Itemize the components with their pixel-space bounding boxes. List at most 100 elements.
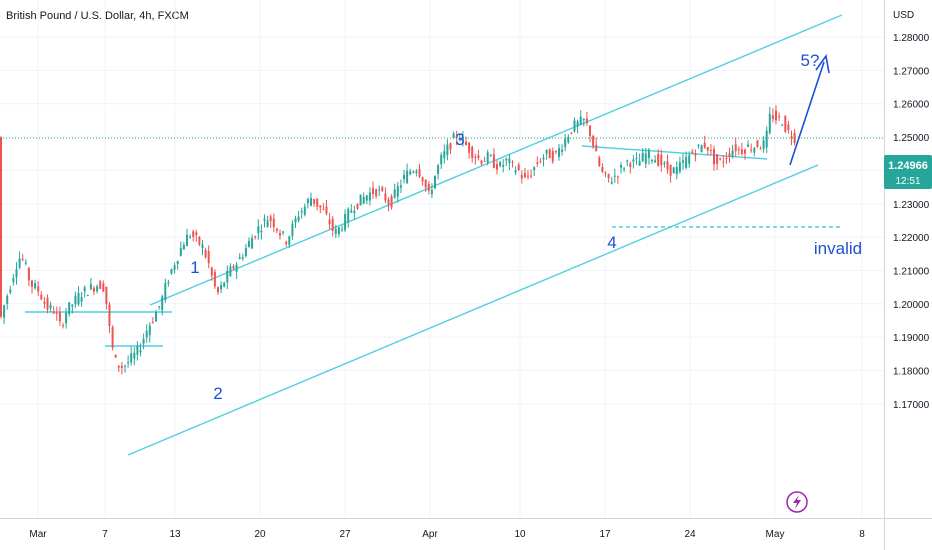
candle-body (204, 249, 207, 258)
candle-body (443, 151, 446, 159)
candle-body (337, 227, 340, 235)
candle-body (657, 154, 660, 166)
wave-label: 3 (455, 130, 464, 149)
candle-body (551, 151, 554, 162)
candle-body (52, 311, 55, 314)
candle-body (716, 154, 719, 164)
event-marker[interactable] (786, 491, 808, 513)
candle-body (403, 175, 405, 179)
candle-body (372, 187, 374, 195)
candle-body (663, 162, 666, 164)
candle-body (74, 295, 77, 305)
candle-body (266, 220, 269, 228)
candle-body (452, 133, 455, 138)
channel-lines (25, 14, 843, 456)
candle-body (740, 149, 743, 154)
candle-body (508, 158, 511, 164)
candle-body (607, 173, 610, 179)
candle-body (68, 302, 71, 315)
x-axis-ticks: Mar 7 13 20 27 Apr 10 17 24 May 8 (29, 529, 865, 540)
candle-body (254, 236, 257, 238)
candle-body (548, 149, 551, 159)
current-price-label: 1.24966 (888, 160, 928, 172)
candle-body (306, 199, 309, 204)
candle-body (241, 257, 244, 259)
candle-body (108, 304, 111, 327)
candle-body (89, 284, 92, 290)
candle-body (700, 145, 703, 153)
price-badge: 1.24966 12:51 (884, 155, 932, 189)
candle-body (610, 181, 613, 184)
candle-body (393, 189, 396, 198)
y-tick-label: 1.17000 (893, 400, 930, 411)
candle-body (489, 155, 492, 157)
candle-body (539, 161, 542, 163)
candle-body (620, 164, 622, 168)
candle-body (750, 149, 753, 151)
candle-body (120, 366, 123, 368)
candle-body (421, 177, 424, 182)
candle-body (635, 158, 638, 160)
candle-body (124, 365, 126, 367)
wave-label: 1 (190, 258, 199, 277)
candle-body (678, 162, 681, 172)
candle-body (223, 282, 226, 287)
candle-body (272, 218, 275, 228)
candle-body (6, 295, 9, 304)
candle-body (731, 150, 734, 157)
candle-body (468, 142, 471, 153)
candle-body (694, 153, 697, 156)
candle-body (86, 295, 89, 297)
candle-body (719, 158, 722, 160)
candle-body (49, 304, 52, 309)
candle-body (734, 144, 737, 152)
candle-body (613, 175, 616, 177)
candle-body (269, 216, 272, 222)
y-tick-label: 1.21000 (893, 266, 930, 277)
candle-body (672, 167, 675, 174)
candle-body (517, 164, 520, 170)
candle-body (585, 118, 588, 124)
x-tick-label: 17 (599, 529, 611, 540)
wave-label: 5? (801, 51, 820, 70)
candle-body (235, 264, 238, 272)
candle-body (440, 154, 443, 165)
candle-body (437, 165, 440, 174)
candle-body (251, 237, 254, 249)
x-tick-label: 20 (254, 529, 266, 540)
candle-body (651, 160, 653, 162)
candle-body (55, 312, 58, 314)
candle-body (406, 170, 409, 184)
bar-countdown-label: 12:51 (895, 176, 920, 187)
candle-body (458, 139, 461, 141)
candle-body (499, 161, 502, 166)
candle-body (21, 258, 24, 260)
candle-body (117, 365, 120, 368)
candle-body (471, 146, 474, 159)
candle-body (381, 187, 384, 191)
candle-body (288, 236, 291, 245)
candle-body (641, 152, 644, 162)
candle-body (669, 164, 672, 176)
candle-body (350, 210, 353, 213)
candle-body (781, 124, 784, 126)
candle-body (654, 160, 657, 163)
candle-body (598, 157, 601, 166)
x-tick-label: 27 (339, 529, 351, 540)
candle-body (675, 166, 678, 175)
candle-body (375, 189, 378, 197)
y-tick-label: 1.18000 (893, 367, 930, 378)
candle-body (527, 175, 529, 177)
candle-body (455, 135, 458, 139)
candle-body (189, 236, 192, 238)
candle-body (592, 136, 595, 147)
candle-body (167, 282, 170, 284)
candle-body (18, 258, 21, 268)
candle-body (523, 172, 526, 178)
candle-body (179, 248, 182, 256)
candle-body (530, 175, 533, 177)
candle-body (260, 230, 263, 233)
candle-body (430, 189, 433, 195)
x-tick-label: 24 (684, 529, 696, 540)
